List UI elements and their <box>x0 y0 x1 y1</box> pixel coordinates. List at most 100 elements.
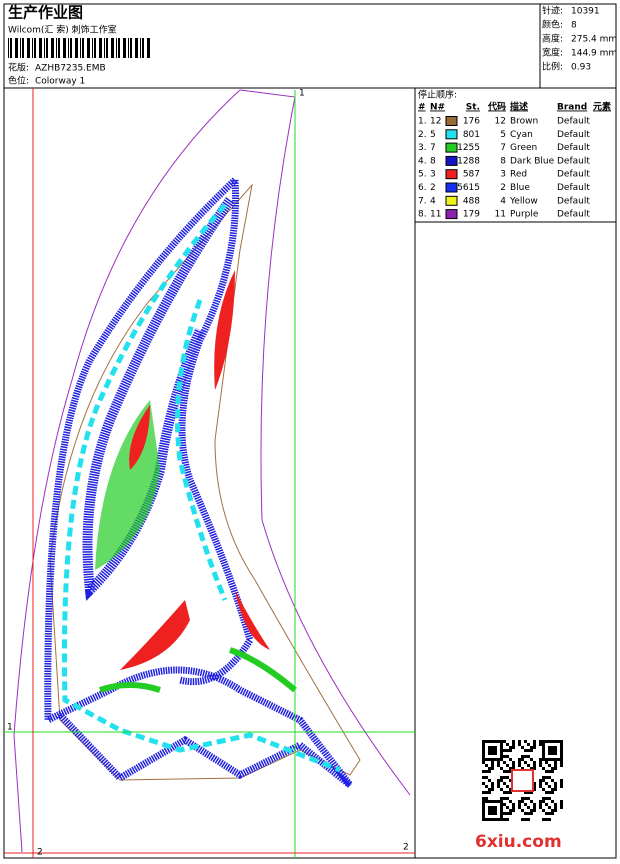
qr-cell <box>560 785 563 788</box>
swatch <box>445 142 458 153</box>
qr-cell <box>524 749 527 752</box>
swatch <box>445 182 458 193</box>
qr-cell <box>545 761 548 764</box>
qr-cell <box>485 785 488 788</box>
qr-cell <box>533 767 536 770</box>
qr-cell <box>530 809 533 812</box>
brand: Default <box>557 130 590 140</box>
qr-cell <box>560 755 563 758</box>
bar <box>70 38 72 58</box>
code: 7 <box>500 143 506 153</box>
bar <box>82 38 84 58</box>
qr-cell <box>506 749 509 752</box>
bar <box>10 38 12 58</box>
needle: 5 <box>430 130 436 140</box>
qr-cell <box>551 749 554 752</box>
qr-cell <box>542 740 545 743</box>
fill <box>99 682 161 693</box>
qr-cell <box>509 758 512 761</box>
qr-cell <box>512 767 515 770</box>
qr-cell <box>485 791 488 794</box>
qr-cell <box>500 755 503 758</box>
qr-cell <box>500 743 503 746</box>
qr-cell <box>545 797 548 800</box>
qr-cell <box>551 770 554 773</box>
row-index: 8. <box>418 210 427 220</box>
bar <box>68 38 69 58</box>
qr-cell <box>542 758 545 761</box>
qr-cell <box>530 812 533 815</box>
qr-cell <box>551 788 554 791</box>
qr-cell <box>548 770 551 773</box>
qr-cell <box>518 803 521 806</box>
qr-cell <box>482 800 485 803</box>
needle: 4 <box>430 196 436 206</box>
qr-cell <box>485 764 488 767</box>
bar <box>80 38 81 58</box>
qr-cell <box>539 743 542 746</box>
qr-cell <box>491 758 494 761</box>
qr-cell <box>560 806 563 809</box>
bar <box>128 38 129 58</box>
qr-cell <box>482 776 485 779</box>
fill <box>129 405 150 470</box>
qr-cell <box>500 740 503 743</box>
code: 11 <box>495 210 506 220</box>
qr-cell <box>521 746 524 749</box>
colorway: Colorway 1 <box>35 77 85 87</box>
qr-cell <box>521 767 524 770</box>
qr-cell <box>545 803 548 806</box>
info-value: 275.4 mm <box>571 35 617 45</box>
qr-cell <box>485 758 488 761</box>
needle: 11 <box>430 210 441 220</box>
qr-cell <box>497 761 500 764</box>
qr-cell <box>530 758 533 761</box>
qr-cell <box>548 812 551 815</box>
qr-cell <box>485 800 488 803</box>
qr-cell <box>551 812 554 815</box>
qr-cell <box>551 800 554 803</box>
bar <box>106 38 108 58</box>
qr-cell <box>503 797 506 800</box>
fill <box>214 270 235 390</box>
qr-cell <box>482 803 485 806</box>
qr-cell <box>554 809 557 812</box>
qr-cell <box>518 761 521 764</box>
stitches: 587 <box>463 170 480 180</box>
qr-cell <box>554 761 557 764</box>
qr-cell <box>506 806 509 809</box>
qr-cell <box>518 758 521 761</box>
code: 3 <box>500 170 506 180</box>
bar <box>22 38 24 58</box>
qr-cell <box>500 767 503 770</box>
bar <box>34 38 36 58</box>
qr-cell <box>497 740 500 743</box>
qr-cell <box>551 779 554 782</box>
qr-cell <box>524 791 527 794</box>
bar <box>123 38 126 58</box>
qr-cell <box>512 764 515 767</box>
qr-cell <box>512 809 515 812</box>
axis-label: 2 <box>403 843 409 853</box>
qr-cell <box>557 740 560 743</box>
qr-cell <box>551 752 554 755</box>
row-index: 5. <box>418 170 427 180</box>
satin <box>175 299 228 601</box>
qr-cell <box>551 767 554 770</box>
description: Blue <box>510 183 530 193</box>
qr-cell <box>497 764 500 767</box>
qr-cell <box>506 764 509 767</box>
qr-cell <box>554 782 557 785</box>
qr-cell <box>500 800 503 803</box>
qr-cell <box>542 797 545 800</box>
qr-cell <box>500 749 503 752</box>
qr-cell <box>548 785 551 788</box>
qr-cell <box>485 740 488 743</box>
qr-cell <box>503 812 506 815</box>
qr-cell <box>539 785 542 788</box>
qr-cell <box>533 803 536 806</box>
qr-cell <box>554 740 557 743</box>
qr-cell <box>551 791 554 794</box>
outline <box>13 89 241 853</box>
qr-cell <box>554 806 557 809</box>
